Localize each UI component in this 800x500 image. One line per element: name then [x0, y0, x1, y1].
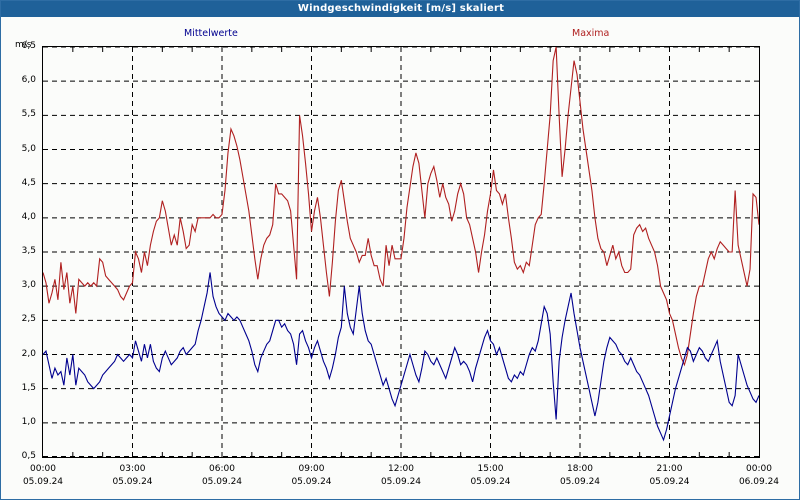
x-axis-time-label: 21:00 — [656, 464, 683, 474]
x-axis-time-label: 09:00 — [298, 464, 325, 474]
x-axis-date-label: 05.09.24 — [559, 477, 601, 487]
y-axis-tick-label: 1,0 — [21, 416, 36, 427]
plot-area — [42, 46, 760, 458]
page-title: Windgeschwindigkeit [m/s] skaliert — [297, 3, 505, 14]
x-axis-date-label: 06.09.24 — [738, 477, 780, 487]
x-axis-date-label: 05.09.24 — [380, 477, 422, 487]
x-axis-date-label: 05.09.24 — [470, 477, 511, 487]
y-axis-unit-label: m/s — [15, 40, 32, 50]
y-axis-tick-label: 6,5 — [21, 41, 36, 51]
x-axis-date-label: 05.09.24 — [22, 477, 64, 487]
x-axis-date-label: 05.09.24 — [291, 477, 332, 487]
y-axis-tick-label: 5,0 — [21, 143, 36, 154]
legend-item-maxima: Maxima — [572, 28, 609, 39]
series-line-maxima — [43, 47, 759, 367]
y-axis-tick-label: 5,5 — [21, 109, 36, 120]
x-axis-time-label: 06:00 — [209, 464, 235, 474]
x-axis-time-label: 18:00 — [567, 464, 593, 474]
y-axis-tick-label: 1,5 — [21, 382, 36, 393]
x-axis-time-label: 03:00 — [119, 464, 146, 474]
x-axis-date-label: 05.09.24 — [649, 477, 690, 487]
chart-canvas: Mittelwerte Maxima m/s 6,5 6,0 5,5 5,0 4,5 4,… — [1, 17, 799, 499]
vertical-gridlines — [132, 47, 670, 457]
x-axis-date-label: 05.09.24 — [201, 477, 243, 487]
x-axis-time-label: 12:00 — [388, 464, 414, 474]
legend-label-maxima: Maxima — [572, 28, 610, 39]
legend-label-mittelwerte: Mittelwerte — [184, 28, 238, 39]
y-axis-tick-label: 6,0 — [21, 75, 36, 86]
y-axis-tick-label: 2,5 — [21, 314, 36, 325]
x-axis-time-label: 15:00 — [477, 464, 504, 474]
y-axis-tick-label: 4,0 — [21, 211, 36, 222]
window-title-bar: Windgeschwindigkeit [m/s] skaliert — [1, 1, 799, 17]
legend-item-mittelwerte: Mittelwerte — [184, 28, 238, 39]
y-axis-tick-label: 3,0 — [21, 280, 36, 291]
y-axis-tick-label: 3,5 — [21, 246, 36, 256]
x-axis-time-label: 00:00 — [30, 464, 56, 474]
x-axis-date-label: 05.09.24 — [112, 477, 153, 487]
plot-svg — [43, 47, 759, 457]
series-line-mittelwerte — [43, 272, 759, 442]
horizontal-gridlines — [43, 47, 759, 457]
x-axis-ticks — [72, 47, 730, 457]
y-axis-tick-label: 4,5 — [21, 177, 36, 188]
y-axis-tick-label: 0,5 — [21, 451, 36, 461]
y-axis-tick-label: 2,0 — [21, 348, 36, 359]
x-axis-time-label: 00:00 — [746, 464, 772, 474]
